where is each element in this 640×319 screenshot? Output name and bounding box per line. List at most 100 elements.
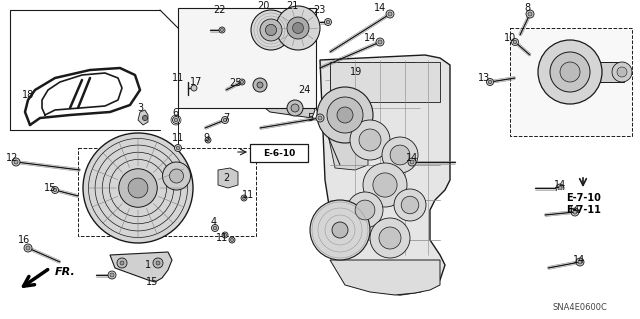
Circle shape	[337, 107, 353, 123]
Circle shape	[53, 188, 57, 192]
Bar	[396, 62, 414, 92]
Circle shape	[239, 79, 245, 85]
Circle shape	[221, 28, 223, 32]
Circle shape	[578, 260, 582, 264]
Text: 10: 10	[504, 33, 516, 43]
Circle shape	[51, 187, 58, 194]
Circle shape	[219, 27, 225, 33]
Circle shape	[223, 234, 227, 236]
Text: 14: 14	[406, 153, 418, 163]
Text: 15: 15	[146, 277, 158, 287]
Text: 15: 15	[44, 183, 56, 193]
Circle shape	[253, 78, 267, 92]
Circle shape	[373, 173, 397, 197]
Text: 25: 25	[230, 78, 243, 88]
Circle shape	[251, 10, 291, 50]
Circle shape	[388, 12, 392, 16]
Circle shape	[394, 189, 426, 221]
Circle shape	[222, 232, 228, 238]
Circle shape	[223, 118, 227, 122]
Text: 2: 2	[223, 173, 229, 183]
Polygon shape	[330, 260, 440, 295]
Circle shape	[153, 258, 163, 268]
Circle shape	[241, 80, 243, 84]
Circle shape	[243, 197, 246, 199]
Text: 18: 18	[22, 90, 34, 100]
Circle shape	[513, 40, 516, 44]
Text: 22: 22	[214, 5, 227, 15]
Circle shape	[205, 137, 211, 143]
Text: 17: 17	[190, 77, 202, 87]
Circle shape	[291, 104, 299, 112]
Circle shape	[26, 246, 30, 250]
Circle shape	[110, 273, 114, 277]
Circle shape	[355, 200, 375, 220]
Circle shape	[486, 78, 493, 85]
Circle shape	[558, 186, 562, 190]
Circle shape	[24, 244, 32, 252]
Bar	[374, 62, 392, 92]
Text: 8: 8	[524, 3, 530, 13]
Circle shape	[276, 6, 320, 50]
Text: 5: 5	[307, 113, 313, 123]
Text: 16: 16	[18, 235, 30, 245]
Circle shape	[408, 158, 416, 166]
Circle shape	[174, 118, 178, 122]
Circle shape	[386, 10, 394, 18]
Circle shape	[401, 196, 419, 214]
Text: 13: 13	[478, 73, 490, 83]
Polygon shape	[218, 168, 238, 188]
Text: 11: 11	[216, 233, 228, 243]
Circle shape	[612, 62, 632, 82]
Circle shape	[156, 261, 160, 265]
Polygon shape	[245, 72, 310, 102]
Circle shape	[120, 261, 124, 265]
Circle shape	[12, 158, 20, 166]
Circle shape	[571, 208, 579, 216]
Circle shape	[316, 114, 324, 122]
Text: E-7-10: E-7-10	[566, 193, 602, 203]
Text: 23: 23	[313, 5, 325, 15]
Circle shape	[528, 12, 532, 16]
Text: 20: 20	[257, 1, 269, 11]
Circle shape	[556, 184, 564, 192]
Circle shape	[14, 160, 18, 164]
Polygon shape	[110, 252, 172, 282]
Text: 3: 3	[137, 103, 143, 113]
Text: 11: 11	[172, 133, 184, 143]
Circle shape	[310, 200, 370, 260]
Bar	[250, 144, 308, 162]
Circle shape	[560, 62, 580, 82]
Circle shape	[119, 169, 157, 207]
Circle shape	[332, 222, 348, 238]
Circle shape	[324, 19, 332, 26]
Circle shape	[175, 145, 182, 152]
Text: 14: 14	[374, 3, 386, 13]
Circle shape	[576, 258, 584, 266]
Bar	[78, 148, 256, 236]
Bar	[178, 8, 316, 108]
Circle shape	[378, 40, 382, 44]
Text: 11: 11	[172, 73, 184, 83]
Text: 14: 14	[573, 255, 585, 265]
Text: 12: 12	[6, 153, 18, 163]
Circle shape	[108, 271, 116, 279]
Circle shape	[176, 146, 180, 150]
Circle shape	[83, 133, 193, 243]
Circle shape	[266, 24, 276, 36]
Circle shape	[241, 195, 247, 201]
Circle shape	[318, 116, 322, 120]
Circle shape	[488, 80, 492, 84]
Circle shape	[370, 218, 410, 258]
Circle shape	[260, 19, 282, 41]
Circle shape	[573, 210, 577, 214]
Circle shape	[191, 85, 197, 91]
Circle shape	[317, 87, 373, 143]
Circle shape	[173, 116, 179, 123]
Circle shape	[287, 17, 309, 39]
Polygon shape	[320, 55, 450, 295]
Circle shape	[163, 162, 191, 190]
Circle shape	[128, 178, 148, 198]
Polygon shape	[325, 112, 368, 170]
Circle shape	[382, 137, 418, 173]
